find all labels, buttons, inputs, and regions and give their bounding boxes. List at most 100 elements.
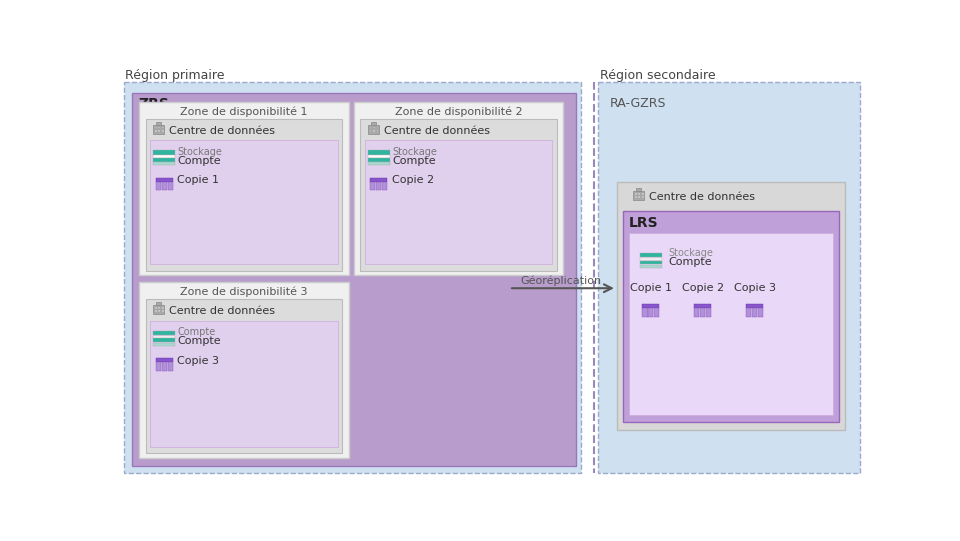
Text: LRS: LRS [629,216,659,230]
Bar [158,130,160,131]
Bar [155,130,156,131]
Bar [616,182,846,430]
Bar [654,308,660,316]
Bar [372,122,375,125]
Bar [758,308,763,316]
Text: Copie 2: Copie 2 [682,283,724,293]
Bar [155,310,156,312]
Bar [124,82,581,473]
Bar [707,308,711,316]
Bar [154,335,175,338]
Text: Copie 3: Copie 3 [733,283,776,293]
Bar [640,261,661,265]
Bar [154,338,175,342]
Bar [354,102,564,275]
Bar [161,362,167,371]
Bar [368,125,379,134]
Bar [139,282,348,458]
Bar [154,125,164,134]
Bar [370,130,372,131]
Text: RA-GZRS: RA-GZRS [610,97,666,110]
Bar [156,178,173,182]
Bar [376,130,378,131]
Bar [368,150,390,155]
Bar [642,305,660,308]
Bar [752,308,757,316]
Bar [640,258,661,260]
Text: Zone de disponibilité 3: Zone de disponibilité 3 [180,287,308,298]
Text: Compte: Compte [178,327,216,337]
Text: Copie 2: Copie 2 [392,175,434,186]
Bar [638,193,640,195]
Bar [598,82,860,473]
Bar [376,182,381,190]
Bar [154,150,175,155]
Bar [156,182,161,190]
Text: Stockage: Stockage [668,248,712,258]
Text: Région secondaire: Région secondaire [600,69,715,82]
Text: Centre de données: Centre de données [383,126,490,136]
Bar [373,130,375,131]
Bar [640,265,661,268]
Bar [365,140,552,265]
Text: Stockage: Stockage [392,147,437,157]
Bar [158,127,160,128]
Bar [155,127,156,128]
Bar [162,310,164,312]
Text: Compte: Compte [668,257,711,267]
Bar [700,308,706,316]
Text: Centre de données: Centre de données [649,193,756,202]
Bar [154,305,164,314]
Bar [635,196,636,198]
Bar [168,362,173,371]
Bar [168,182,173,190]
Bar [370,127,372,128]
Bar [368,162,390,166]
Text: Stockage: Stockage [178,147,222,157]
Bar [162,130,164,131]
Text: Centre de données: Centre de données [169,306,275,316]
Bar [154,162,175,166]
Bar [635,193,636,195]
Bar [373,127,375,128]
Bar [150,321,338,447]
Bar [156,302,161,305]
Bar [638,196,640,198]
Bar [371,178,388,182]
Bar [155,307,156,308]
Bar [158,310,160,312]
Bar [154,158,175,162]
Bar [162,127,164,128]
Text: Géoréplication: Géoréplication [520,275,601,286]
Text: Centre de données: Centre de données [169,126,275,136]
Text: ZRS: ZRS [138,97,170,111]
Bar [154,342,175,346]
Bar [746,305,763,308]
Text: Copie 3: Copie 3 [178,355,219,366]
Bar [360,119,557,270]
Bar [371,182,375,190]
Bar [156,122,161,125]
Bar [150,140,338,265]
Text: Copie 1: Copie 1 [630,283,672,293]
Text: Compte: Compte [392,156,436,166]
Text: Compte: Compte [178,156,221,166]
Bar [640,253,661,258]
Bar [162,307,164,308]
Bar [694,305,711,308]
Bar [139,102,348,275]
Bar [648,308,654,316]
Bar [633,191,644,200]
Bar [132,93,576,466]
Text: Copie 1: Copie 1 [178,175,219,186]
Bar [642,308,647,316]
Bar [146,119,343,270]
Bar [156,358,173,362]
Text: Région primaire: Région primaire [126,69,225,82]
Bar [746,308,752,316]
Bar [623,211,839,422]
Bar [636,188,641,191]
Bar [158,307,160,308]
Bar [154,155,175,158]
Text: Zone de disponibilité 1: Zone de disponibilité 1 [180,107,308,117]
